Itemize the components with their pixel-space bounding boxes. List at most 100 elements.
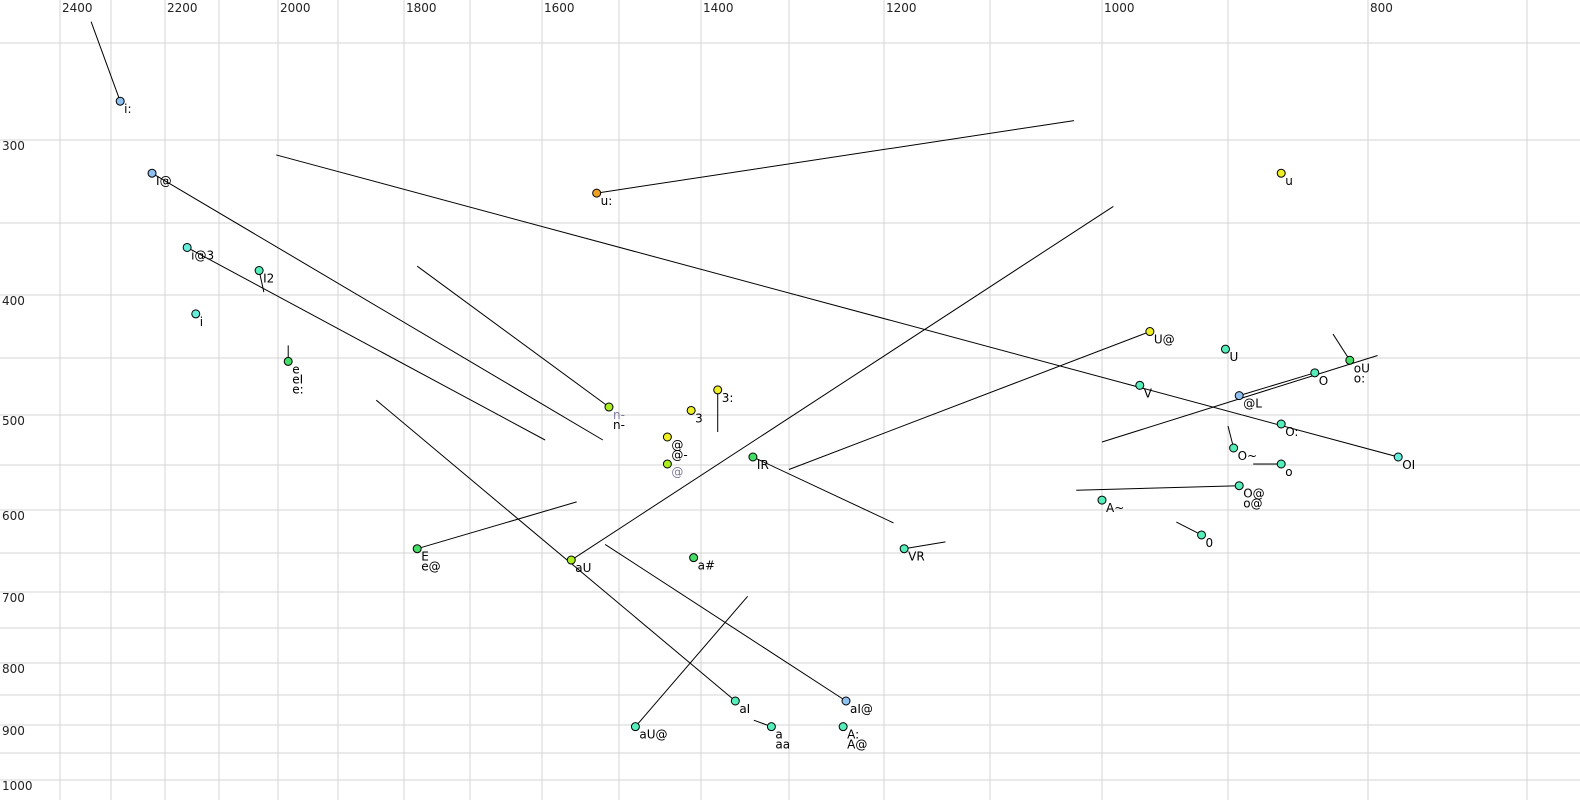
y-tick-label: 900 — [2, 724, 25, 738]
trajectory-line — [1239, 372, 1315, 397]
y-tick-label: 600 — [2, 509, 25, 523]
vowel-label: @ — [671, 438, 683, 452]
vowel-point-i@3 — [182, 242, 192, 252]
trajectory-line — [904, 541, 946, 550]
trajectory-line — [635, 595, 749, 728]
vowel-label: @- — [671, 448, 687, 462]
vowel-label: IR — [757, 458, 769, 472]
vowel-label: O~ — [1238, 449, 1258, 463]
vowel-point-u: — [592, 188, 602, 198]
y-tick-label: 1000 — [2, 779, 33, 793]
vowel-point-E — [412, 544, 422, 554]
y-tick-label: 700 — [2, 591, 25, 605]
x-tick-label: 1400 — [703, 1, 734, 15]
vowel-label: e: — [292, 382, 303, 396]
trajectory-line — [1176, 521, 1202, 536]
vowel-label: A~ — [1106, 501, 1124, 515]
vowel-label: i: — [124, 102, 131, 116]
vowel-label: aI@ — [850, 702, 873, 716]
trajectory-line — [788, 331, 1151, 470]
vowel-point-O@ — [1234, 481, 1244, 491]
vowel-point-@L — [1234, 391, 1244, 401]
x-tick-label: 2200 — [167, 1, 198, 15]
vowel-label: o@ — [1243, 497, 1262, 511]
vowel-point-n- — [604, 402, 614, 412]
y-tick-label: 400 — [2, 294, 25, 308]
vowel-point-u — [1276, 168, 1286, 178]
vowel-label: O — [1319, 374, 1328, 388]
trajectory-line — [276, 154, 1399, 458]
vowel-point-oU — [1345, 355, 1355, 365]
vowel-point-0 — [1197, 530, 1207, 540]
vowel-label: 3: — [722, 391, 734, 405]
vowel-label: V — [1144, 386, 1153, 400]
trajectory-line — [90, 21, 121, 102]
vowel-label: o — [1285, 465, 1292, 479]
vowel-label: eI — [292, 372, 303, 386]
vowel-label: u — [1285, 174, 1293, 188]
trajectory-line — [186, 247, 546, 441]
vowel-label: O@ — [1243, 487, 1264, 501]
trajectory-line — [596, 120, 1075, 194]
trajectory-line — [151, 172, 604, 441]
x-tick-label: 800 — [1370, 1, 1393, 15]
vowel-point-aU@ — [630, 722, 640, 732]
vowel-label: n- — [613, 408, 625, 422]
trajectory-line — [1076, 485, 1240, 491]
trajectory-line — [417, 501, 577, 550]
x-tick-label: 1800 — [406, 1, 437, 15]
trajectories — [90, 21, 1399, 728]
vowel-label: e@ — [421, 560, 440, 574]
vowel-point-I2 — [254, 266, 264, 276]
vowel-label: @ — [671, 465, 683, 479]
trajectory-line — [752, 456, 894, 524]
vowel-label: u: — [601, 194, 613, 208]
vowel-point-O~ — [1229, 443, 1239, 453]
vowel-point-a# — [689, 553, 699, 563]
vowel-label: i — [200, 315, 203, 329]
vowel-point-@ — [662, 432, 672, 442]
vowel-point-a — [766, 722, 776, 732]
y-tick-label: 800 — [2, 662, 25, 676]
vowel-label: aU — [575, 561, 591, 575]
vowel-point-O: — [1276, 419, 1286, 429]
vowel-label: oU — [1354, 361, 1370, 375]
vowel-point-U@ — [1145, 327, 1155, 337]
vowel-label: 0 — [1206, 536, 1214, 550]
vowel-point-aI — [730, 696, 740, 706]
vowel-label: OI — [1402, 458, 1415, 472]
vowel-label: I@ — [156, 174, 172, 188]
vowel-label: A: — [847, 728, 859, 742]
vowel-point-A: — [838, 722, 848, 732]
vowel-label: aa — [775, 738, 790, 752]
trajectory-line — [570, 205, 1114, 561]
vowel-label: A@ — [847, 738, 867, 752]
vowel-point-IR — [748, 452, 758, 462]
vowel-point-U — [1220, 344, 1230, 354]
vowel-label: a# — [698, 559, 715, 573]
x-tick-label: 2000 — [280, 1, 311, 15]
trajectory-line — [1332, 333, 1351, 361]
vowel-label: o: — [1354, 371, 1365, 385]
trajectory-line — [375, 399, 736, 702]
vowel-label: i@3 — [191, 248, 214, 262]
vowel-point-i: — [115, 96, 125, 106]
vowel-label: U@ — [1154, 333, 1175, 347]
x-tick-label: 1000 — [1104, 1, 1135, 15]
vowel-point-e — [283, 356, 293, 366]
vowel-label: U — [1229, 350, 1238, 364]
vowel-point-V — [1135, 380, 1145, 390]
vowel-label: e — [292, 362, 299, 376]
vowel-point-I@ — [147, 168, 157, 178]
vowel-label: VR — [908, 550, 925, 564]
x-tick-label: 1600 — [544, 1, 575, 15]
vowel-point-O — [1310, 368, 1320, 378]
vowel-label: O: — [1285, 425, 1298, 439]
trajectory-line — [416, 265, 610, 408]
vowel-point-i — [191, 309, 201, 319]
vowel-point-3 — [686, 405, 696, 415]
vowel-point-OI — [1393, 452, 1403, 462]
vowel-point-aI@ — [841, 696, 851, 706]
x-tick-label: 2400 — [62, 1, 93, 15]
vowel-label: aU@ — [639, 728, 667, 742]
